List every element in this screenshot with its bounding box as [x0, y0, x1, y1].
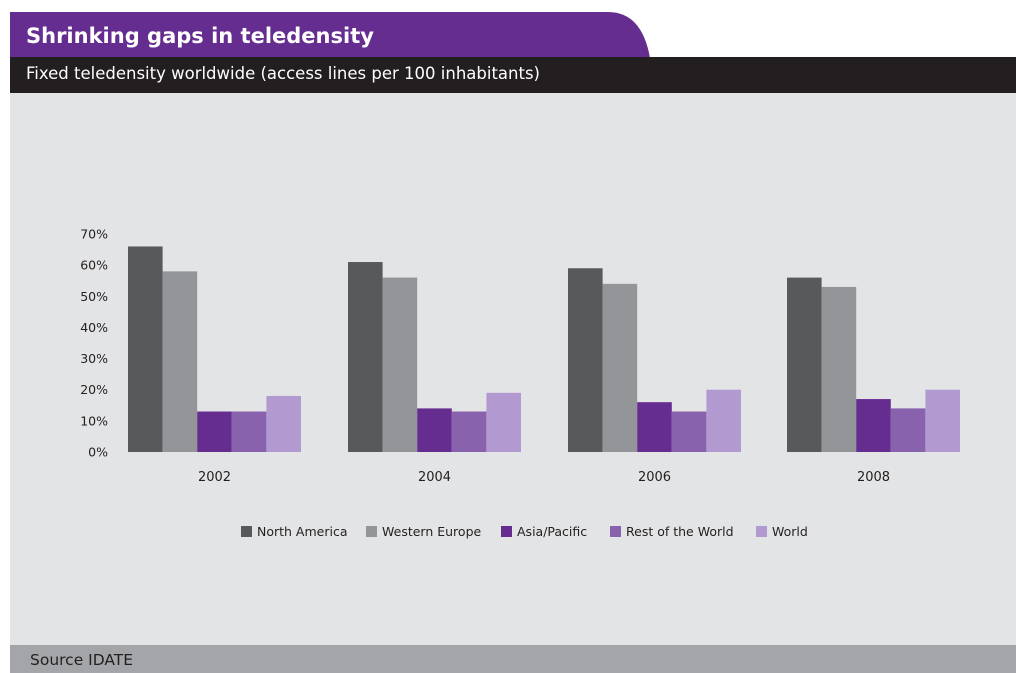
bar — [787, 277, 822, 452]
y-tick-label: 30% — [80, 351, 108, 366]
y-tick-label: 50% — [80, 289, 108, 304]
legend-label: World — [772, 524, 808, 539]
legend-label: Asia/Pacific — [517, 524, 587, 539]
bar — [568, 268, 603, 452]
y-tick-label: 0% — [88, 445, 108, 460]
bar — [348, 262, 383, 452]
title-band — [10, 12, 650, 58]
bar — [451, 411, 487, 452]
bar — [890, 408, 926, 452]
bar — [382, 277, 418, 452]
y-tick-label: 60% — [80, 258, 108, 273]
bar — [417, 408, 452, 452]
legend-swatch — [756, 526, 767, 537]
x-category-label: 2008 — [857, 470, 890, 485]
y-tick-label: 10% — [80, 413, 108, 428]
bar — [925, 389, 960, 452]
x-category-label: 2006 — [638, 470, 671, 485]
bar — [231, 411, 267, 452]
y-tick-label: 20% — [80, 382, 108, 397]
source-note: Source IDATE — [30, 651, 134, 669]
legend-label: North America — [257, 524, 348, 539]
legend-swatch — [366, 526, 377, 537]
bar — [197, 411, 232, 452]
legend-swatch — [241, 526, 252, 537]
bar — [821, 286, 857, 452]
subtitle-bar — [10, 57, 1016, 93]
x-category-label: 2002 — [198, 470, 231, 485]
legend-swatch — [501, 526, 512, 537]
bar — [637, 402, 672, 452]
bar — [602, 283, 638, 452]
y-tick-label: 40% — [80, 320, 108, 335]
bar — [671, 411, 707, 452]
chart-title: Shrinking gaps in teledensity — [26, 24, 374, 48]
source-bar — [10, 645, 1016, 673]
bar — [128, 246, 163, 452]
bar — [266, 395, 301, 452]
legend-label: Rest of the World — [626, 524, 734, 539]
bar — [856, 399, 891, 452]
legend-label: Western Europe — [382, 524, 482, 539]
y-tick-label: 70% — [80, 227, 108, 242]
x-category-label: 2004 — [418, 470, 451, 485]
chart-subtitle: Fixed teledensity worldwide (access line… — [26, 64, 540, 83]
legend-swatch — [610, 526, 621, 537]
bar — [162, 271, 198, 452]
bar — [486, 392, 521, 452]
bar — [706, 389, 741, 452]
